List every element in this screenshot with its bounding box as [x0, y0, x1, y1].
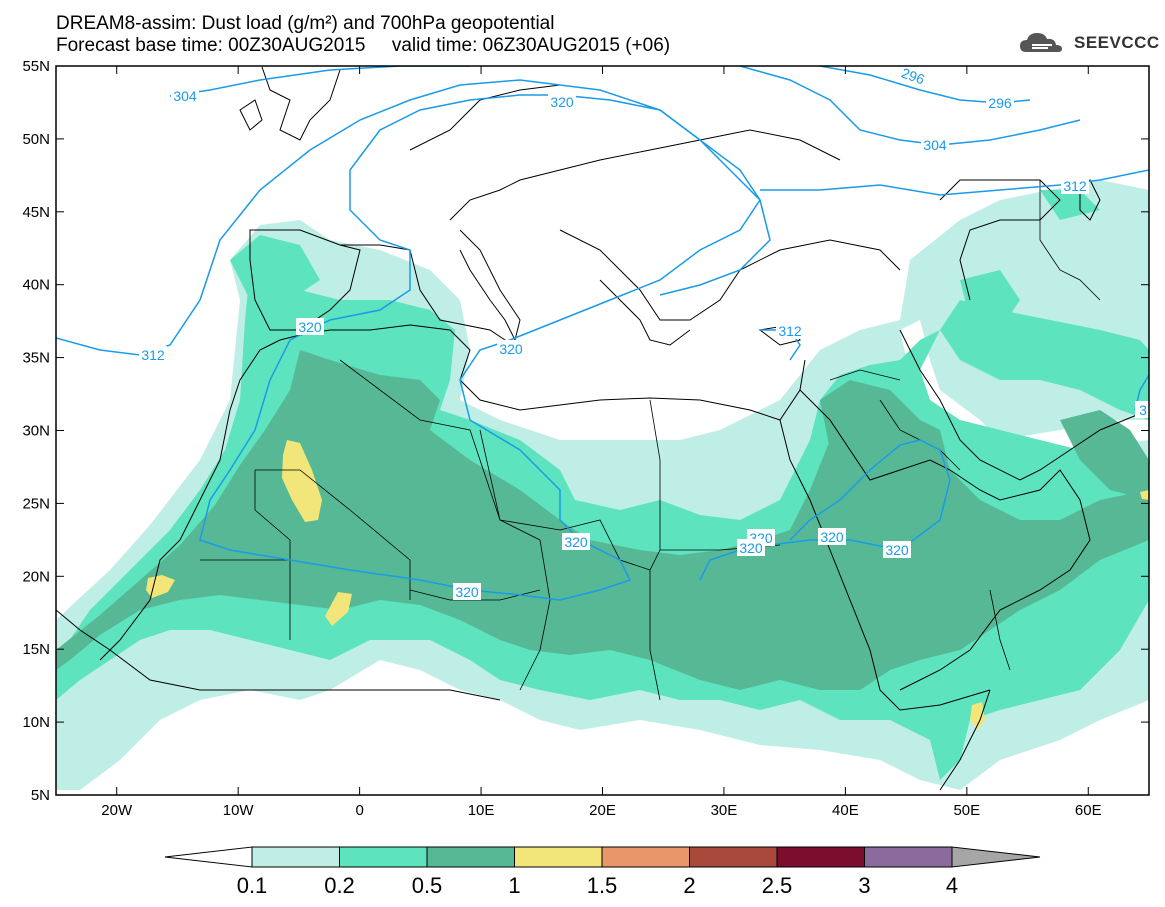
dust-patch-arabia-north — [1040, 190, 1100, 220]
geopotential-contours — [56, 66, 1149, 601]
lon-tick-label: 60E — [1075, 802, 1102, 819]
contour-label: 320 — [298, 319, 322, 335]
dust-field-1-mauritania — [146, 575, 175, 598]
contour-label: 320 — [739, 540, 763, 556]
contour-label: 320 — [550, 94, 574, 110]
lat-tick-label: 10N — [22, 714, 50, 731]
lon-tick-label: 30E — [711, 802, 738, 819]
colorbar-segment — [426, 846, 515, 868]
contour-labels: 304 320 296 296 304 312 312 320 320 312 … — [139, 66, 1149, 600]
colorbar-label: 3 — [858, 873, 870, 898]
latitude-axis: 55N 50N 45N 40N 35N 30N 25N 20N 15N 10N 5N — [22, 58, 1149, 804]
contour-320-west — [199, 94, 761, 601]
colorbar-label: 1 — [508, 873, 520, 898]
colorbar: 0.1 0.2 0.5 1 1.5 2 2.5 3 4 — [164, 846, 1041, 898]
lat-tick-label: 45N — [22, 204, 50, 221]
colorbar-lower-triangle — [164, 846, 253, 868]
colorbar-segment — [601, 846, 690, 868]
contour-label: 320 — [564, 534, 588, 550]
lon-tick-label: 10W — [223, 802, 255, 819]
dust-field-1-sahara — [282, 440, 322, 522]
colorbar-label: 0.5 — [412, 873, 443, 898]
lon-tick-label: 20W — [101, 802, 133, 819]
dust-patch-caspian — [960, 270, 1020, 330]
contour-label: 312 — [778, 323, 802, 339]
contour-label: 312 — [141, 347, 165, 363]
lon-tick-label: 0 — [355, 802, 363, 819]
cloud-logo-icon — [1020, 33, 1062, 52]
contour-label: 320 — [499, 341, 523, 357]
dust-field-1-arabia-edge — [1140, 490, 1149, 500]
logo-text: SEEVCCC — [1074, 33, 1160, 52]
lat-tick-label: 35N — [22, 350, 50, 367]
lon-tick-label: 50E — [953, 802, 980, 819]
forecast-time-line: Forecast base time: 00Z30AUG2015 valid t… — [56, 35, 671, 56]
lat-tick-label: 40N — [22, 277, 50, 294]
dust-field-1-somalia — [970, 702, 985, 730]
map-title: DREAM8-assim: Dust load (g/m²) and 700hP… — [56, 13, 555, 34]
colorbar-upper-triangle — [951, 846, 1041, 868]
lat-tick-label: 20N — [22, 568, 50, 585]
colorbar-segment — [776, 846, 865, 868]
colorbar-label: 2 — [683, 873, 695, 898]
colorbar-label: 4 — [946, 873, 958, 898]
seevccc-logo: SEEVCCC — [1018, 30, 1160, 56]
contour-label: 304 — [923, 137, 947, 153]
colorbar-segment — [514, 846, 603, 868]
colorbar-segment — [864, 846, 953, 868]
lon-tick-label: 40E — [832, 802, 859, 819]
colorbar-label: 0.1 — [237, 873, 268, 898]
lat-tick-label: 15N — [22, 641, 50, 658]
longitude-axis: 20W 10W 0 10E 20E 30E 40E 50E 60E — [101, 66, 1102, 819]
contour-label: 320 — [455, 584, 479, 600]
lat-tick-label: 25N — [22, 495, 50, 512]
lat-tick-label: 50N — [22, 131, 50, 148]
coastlines — [56, 66, 1149, 791]
dust-field-0.5-oman — [1060, 410, 1149, 500]
dust-field-0.5-saudi — [820, 380, 930, 490]
country-borders — [200, 180, 1101, 701]
lat-tick-label: 30N — [22, 423, 50, 440]
lat-tick-label: 5N — [31, 787, 50, 804]
contour-label: 320 — [820, 529, 844, 545]
contour-label: 312 — [1063, 178, 1087, 194]
contour-label: 296 — [988, 95, 1012, 111]
lon-tick-label: 20E — [589, 802, 616, 819]
contour-304-west — [169, 66, 470, 97]
colorbar-segment — [339, 846, 428, 868]
contour-312-west — [56, 79, 771, 356]
lat-tick-label: 55N — [22, 58, 50, 75]
lon-tick-label: 10E — [468, 802, 495, 819]
contour-label: 320 — [885, 542, 909, 558]
colorbar-label: 0.2 — [324, 873, 355, 898]
contour-304-east — [739, 66, 1081, 146]
dust-field-1-mali — [325, 592, 352, 626]
contour-label: 3 — [1139, 402, 1147, 418]
colorbar-segment — [689, 846, 778, 868]
contour-312-east — [760, 169, 1149, 196]
dust-fields: 304 320 296 296 304 312 312 320 320 312 … — [56, 66, 1149, 795]
colorbar-label: 1.5 — [587, 873, 618, 898]
colorbar-segment — [251, 846, 340, 868]
colorbar-label: 2.5 — [762, 873, 793, 898]
contour-label: 304 — [173, 88, 197, 104]
